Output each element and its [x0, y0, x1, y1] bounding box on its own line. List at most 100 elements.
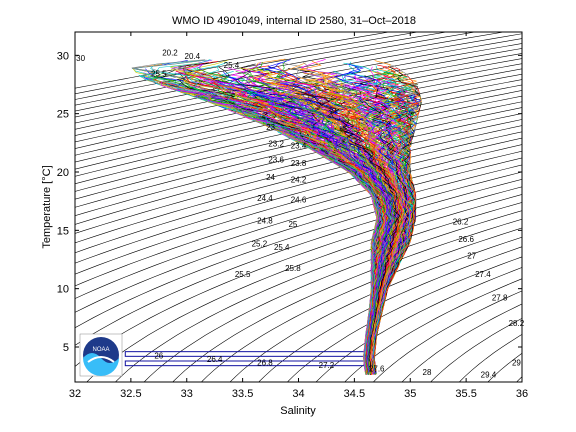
plot-area: [75, 32, 522, 382]
chart-title: WMO ID 4901049, internal ID 2580, 31–Oct…: [172, 15, 416, 27]
contour-label: 27.6: [369, 365, 385, 374]
density-contour: [535, 20, 576, 393]
density-contour: [75, 137, 522, 264]
density-contour: [75, 144, 522, 275]
y-axis: 5 10 15 20 25 30: [57, 50, 522, 354]
density-contour: [75, 164, 522, 313]
x-tick-label: 32.5: [120, 388, 141, 400]
contour-label: 24.4: [257, 194, 273, 203]
contour-label: 26.8: [257, 359, 273, 368]
x-tick-label: 35: [404, 388, 416, 400]
density-contour: [315, 267, 522, 382]
density-contour: [372, 290, 522, 382]
contour-label: 26.2: [453, 218, 469, 227]
y-tick-label: 25: [57, 109, 69, 121]
density-contour: [75, 178, 522, 346]
density-contour: [75, 186, 522, 367]
contour-label: 23.2: [268, 139, 284, 148]
profile-line: [307, 80, 400, 375]
density-contour: [75, 63, 522, 156]
density-contour: [75, 68, 522, 163]
x-tick-label: 34: [292, 388, 304, 400]
density-contour: [563, 20, 576, 393]
profile-line: [362, 91, 409, 374]
y-tick-label: 30: [57, 50, 69, 62]
density-contour: [75, 32, 392, 89]
contour-label: 26.4: [207, 355, 223, 364]
density-contour: [75, 38, 522, 124]
contour-label: 25.5: [151, 69, 167, 78]
density-contour: [75, 150, 522, 287]
contour-label: 23.8: [291, 159, 307, 168]
x-tick-label: 34.5: [344, 388, 365, 400]
contour-label: 25: [288, 220, 297, 229]
profile-line: [263, 72, 398, 376]
x-tick-label: 36: [516, 388, 528, 400]
contour-label: 28.2: [509, 319, 525, 328]
density-contour: [200, 227, 522, 382]
density-contour: [75, 53, 522, 143]
density-contour: [258, 246, 522, 382]
x-tick-label: 33: [181, 388, 193, 400]
contour-label: 25.5: [235, 270, 251, 279]
density-contour: [172, 218, 522, 382]
contour-label: 20.2: [162, 48, 178, 57]
y-tick-label: 15: [57, 225, 69, 237]
contour-label: 27.8: [492, 293, 508, 302]
contour-label: 20.4: [185, 52, 201, 61]
profile-line: [299, 60, 404, 372]
density-contour: [401, 303, 522, 382]
x-tick-label: 35.5: [455, 388, 476, 400]
contour-label: 27.4: [475, 270, 491, 279]
contour-label: 24.6: [291, 195, 307, 204]
density-contour: [143, 210, 522, 382]
density-contour: [75, 73, 522, 170]
contour-label: 24.8: [257, 216, 273, 225]
contour-label: 29.4: [481, 370, 497, 379]
profile-line: [186, 69, 387, 372]
y-tick-label: 20: [57, 167, 69, 179]
contour-label: 24.2: [291, 176, 307, 185]
density-contour: [75, 157, 522, 299]
contour-label: 28: [423, 368, 432, 377]
density-contour: [86, 194, 522, 382]
density-contour: [75, 32, 420, 95]
profile-line: [291, 84, 401, 371]
contour-label: 23.4: [291, 142, 307, 151]
profile-line: [155, 59, 383, 370]
density-contour: [75, 79, 522, 177]
x-tick-label: 33.5: [232, 388, 253, 400]
x-tick-label: 32: [69, 388, 81, 400]
profile-line: [373, 60, 422, 372]
density-contour: [75, 58, 522, 149]
density-contour: [229, 236, 522, 382]
x-axis-label: Salinity: [280, 405, 316, 417]
contour-label: 23: [266, 123, 275, 132]
contour-label: 25.4: [224, 61, 240, 70]
profile-line: [166, 67, 385, 374]
profile-line: [175, 70, 386, 374]
density-contour: [75, 131, 522, 254]
density-contour: [75, 125, 522, 244]
contour-labels: 30 20.2 20.4 25.5 25.4 23 23.2 23.4 23.6 23.8 24 24…: [76, 48, 525, 379]
noaa-logo: NOAA: [79, 333, 123, 377]
y-tick-label: 10: [57, 284, 69, 296]
contour-label: 27.2: [319, 361, 335, 370]
x-axis: 32 32.5 33 33.5 34 34.5 35 35.5 36: [69, 32, 528, 400]
density-contour: [75, 107, 522, 217]
contour-label: 23.6: [268, 156, 284, 165]
contour-label: 27: [467, 251, 476, 260]
contour-label: 26: [154, 352, 163, 361]
contour-label: 30: [76, 54, 85, 63]
contour-label: 29: [512, 359, 521, 368]
density-contour: [344, 278, 522, 382]
y-tick-label: 5: [63, 342, 69, 354]
contour-label: 25.8: [285, 264, 301, 273]
density-contours: [75, 20, 576, 393]
profile-line: [372, 75, 414, 374]
density-contour: [75, 101, 522, 208]
profile-line: [211, 79, 388, 370]
noaa-logo-text: NOAA: [92, 347, 109, 353]
profile-line: [132, 59, 379, 371]
